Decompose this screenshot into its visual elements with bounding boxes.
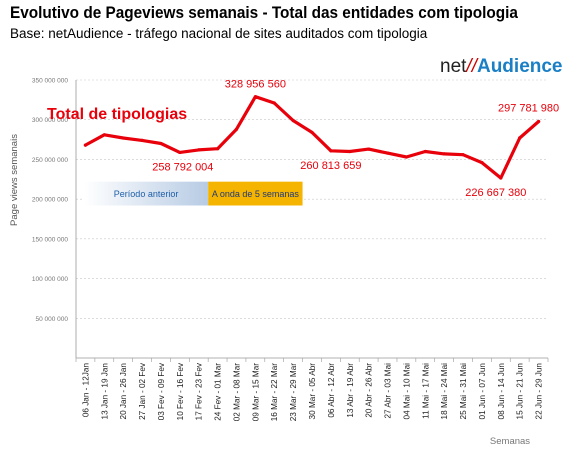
data-point bbox=[536, 119, 541, 124]
y-axis-title: Page views semanais bbox=[9, 134, 20, 226]
data-point bbox=[329, 149, 333, 153]
period-label: A onda de 5 semanas bbox=[212, 189, 300, 199]
x-tick-label: 01 Jun - 07 Jun bbox=[478, 363, 487, 420]
y-tick-label: 200 000 000 bbox=[32, 197, 69, 204]
data-point bbox=[385, 151, 390, 155]
y-tick-label: 350 000 000 bbox=[32, 78, 69, 85]
data-label: 226 667 380 bbox=[465, 187, 526, 199]
data-point bbox=[216, 147, 220, 151]
data-point bbox=[272, 101, 276, 105]
x-tick-label: 25 Mai - 31 Mai bbox=[459, 363, 468, 420]
x-axis-title: Semanas bbox=[490, 436, 530, 447]
x-tick-label: 02 Mar - 08 Mar bbox=[232, 363, 241, 422]
x-tick-label: 27 Jan - 02 Fev bbox=[138, 362, 147, 420]
x-tick-label: 22 Jun - 29 Jun bbox=[535, 363, 544, 420]
x-tick-label: 27 Abr - 03 Mai bbox=[384, 363, 393, 419]
x-tick-label: 23 Mar - 29 Mar bbox=[289, 363, 298, 422]
x-tick-label: 06 Abr - 12 Abr bbox=[327, 363, 336, 418]
y-tick-label: 250 000 000 bbox=[32, 157, 69, 164]
data-point bbox=[253, 95, 257, 99]
x-tick-label: 11 Mai - 17 Mai bbox=[421, 363, 430, 419]
data-point bbox=[461, 153, 465, 157]
data-point bbox=[178, 150, 182, 155]
data-point bbox=[159, 141, 163, 146]
chart-title: Evolutivo de Pageviews semanais - Total … bbox=[10, 4, 518, 22]
x-tick-label: 18 Mai - 24 Mai bbox=[440, 363, 449, 420]
y-tick-label: 150 000 000 bbox=[32, 236, 69, 243]
x-tick-label: 13 Jan - 19 Jan bbox=[100, 363, 109, 420]
y-tick-label: 300 000 000 bbox=[32, 117, 69, 124]
period-label: Período anterior bbox=[114, 189, 179, 199]
period-band-onda bbox=[208, 181, 303, 206]
x-tick-label: 08 Jun - 14 Jun bbox=[497, 363, 506, 420]
y-tick-label: 50 000 000 bbox=[35, 316, 68, 323]
data-point bbox=[499, 176, 503, 180]
data-point bbox=[367, 147, 371, 151]
x-tick-label: 24 Fev - 01 Mar bbox=[214, 363, 223, 421]
data-point bbox=[234, 127, 239, 131]
data-point bbox=[121, 136, 125, 140]
data-label: 297 781 980 bbox=[498, 102, 559, 114]
y-tick-label: 100 000 000 bbox=[32, 276, 69, 283]
data-point bbox=[83, 143, 88, 147]
netaudience-logo: net//Audience bbox=[440, 56, 563, 77]
x-tick-label: 15 Jun - 21 Jun bbox=[516, 363, 525, 420]
data-point bbox=[404, 155, 408, 159]
x-tick-label: 10 Fev - 16 Fev bbox=[176, 362, 185, 420]
data-label: 260 813 659 bbox=[300, 160, 361, 172]
legend-series-label: Total de tipologias bbox=[47, 106, 187, 123]
data-point bbox=[140, 138, 144, 142]
data-point bbox=[291, 118, 295, 123]
data-point bbox=[310, 130, 314, 135]
data-point bbox=[518, 136, 522, 140]
data-point bbox=[348, 149, 352, 154]
data-point bbox=[423, 149, 427, 154]
data-point bbox=[197, 148, 201, 152]
data-point bbox=[442, 152, 446, 156]
data-label: 328 956 560 bbox=[225, 79, 286, 91]
x-tick-label: 09 Mar - 15 Mar bbox=[251, 363, 260, 422]
x-tick-label: 20 Abr - 26 Abr bbox=[365, 363, 374, 418]
x-tick-label: 30 Mar - 05 Abr bbox=[308, 363, 317, 420]
x-tick-label: 03 Fev - 09 Fev bbox=[157, 362, 166, 420]
x-tick-label: 16 Mar - 22 Mar bbox=[270, 363, 279, 422]
x-tick-label: 13 Abr - 19 Abr bbox=[346, 363, 355, 418]
x-tick-label: 17 Fev - 23 Fev bbox=[195, 362, 204, 420]
chart-subtitle: Base: netAudience - tráfego nacional de … bbox=[10, 26, 428, 41]
data-label: 258 792 004 bbox=[152, 161, 213, 173]
x-tick-label: 20 Jan - 26 Jan bbox=[119, 363, 128, 420]
period-band-anterior bbox=[84, 181, 209, 206]
data-point bbox=[480, 161, 484, 165]
data-point bbox=[102, 133, 106, 137]
x-tick-label: 06 Jan - 12Jan bbox=[81, 363, 90, 418]
x-tick-label: 04 Mai - 10 Mai bbox=[402, 363, 411, 420]
